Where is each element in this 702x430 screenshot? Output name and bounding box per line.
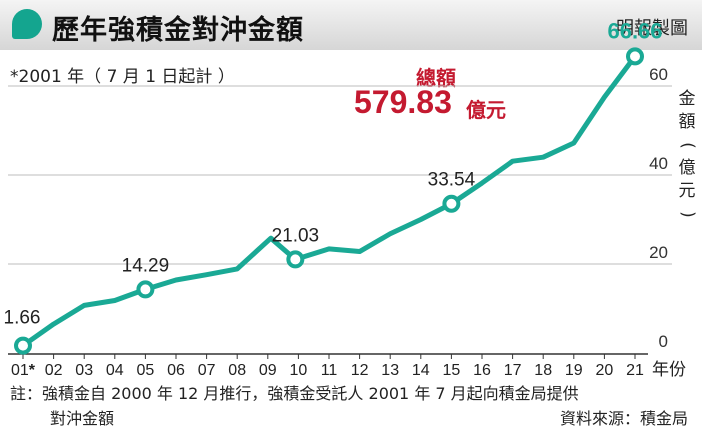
data-point-marker xyxy=(136,280,155,299)
x-tick-label: 10 xyxy=(290,362,308,379)
x-tick-label: 11 xyxy=(321,362,338,379)
x-tick-label: 15 xyxy=(443,362,461,379)
series-line xyxy=(20,53,638,349)
x-tick-label: 03 xyxy=(75,362,93,379)
data-point-marker xyxy=(626,47,644,66)
total-unit: 億元 xyxy=(466,98,506,122)
data-label: 1.66 xyxy=(4,308,41,329)
y-tick-label: 40 xyxy=(649,154,668,173)
footer-note: 註：強積金自 2000 年 12 月推行，強積金受託人 2001 年 7 月起向… xyxy=(10,384,579,403)
data-label: 33.54 xyxy=(428,170,476,191)
x-tick-label: 16 xyxy=(473,362,491,379)
x-tick-label: 13 xyxy=(381,362,399,379)
x-tick-label: 14 xyxy=(412,362,430,379)
y-tick-label: 60 xyxy=(649,65,668,84)
x-tick-label: 18 xyxy=(534,362,552,379)
data-label: 66.66 xyxy=(607,18,662,43)
x-tick-label: 20 xyxy=(596,362,614,379)
data-point-marker xyxy=(14,336,32,355)
x-tick-label: 06 xyxy=(167,362,185,379)
x-tick-label: 02 xyxy=(45,362,63,379)
source-label: 資料來源：積金局 xyxy=(559,409,688,428)
total-value: 579.83 xyxy=(354,84,452,120)
x-tick-label: 17 xyxy=(504,362,522,379)
x-tick-label: 07 xyxy=(198,362,216,379)
x-axis-title: 年份 xyxy=(652,360,686,380)
data-label: 14.29 xyxy=(122,255,170,276)
y-tick-label: 20 xyxy=(649,243,668,262)
footer-note-line2: 對沖金額 xyxy=(50,409,115,428)
x-tick-label: 21 xyxy=(626,362,644,379)
x-tick-label: 08 xyxy=(228,362,246,379)
x-tick-label: 04 xyxy=(106,362,124,379)
x-tick-label: 05 xyxy=(137,362,155,379)
x-tick-label: 19 xyxy=(565,362,583,379)
x-tick-label: 09 xyxy=(259,362,277,379)
data-point-marker xyxy=(286,250,305,269)
y-axis-unit-label: 金額(億元) xyxy=(677,89,698,218)
data-point-marker xyxy=(442,194,461,213)
x-tick-label: 01* xyxy=(11,362,36,379)
footnote-marker-note: *2001 年（ 7 月 1 日起計 ） xyxy=(10,67,235,87)
header-bar: 歷年強積金對沖金額 明報製圖 xyxy=(0,0,702,50)
credit-label: 明報製圖 xyxy=(616,18,688,39)
x-tick-label: 12 xyxy=(351,362,369,379)
title-badge-icon xyxy=(12,9,42,39)
chart-title: 歷年強積金對沖金額 xyxy=(52,15,304,46)
data-label: 21.03 xyxy=(272,225,320,246)
y-tick-label: 0 xyxy=(659,332,668,351)
